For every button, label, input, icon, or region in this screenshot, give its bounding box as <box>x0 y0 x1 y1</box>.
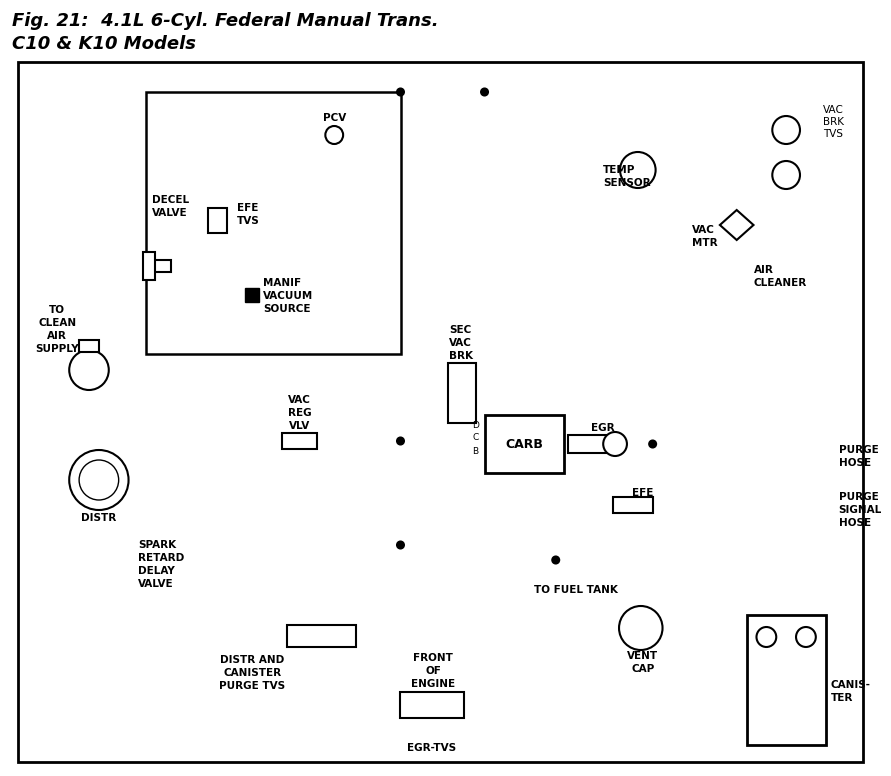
Text: VACUUM: VACUUM <box>263 291 314 301</box>
Bar <box>208 208 227 233</box>
Text: SEC: SEC <box>450 325 472 335</box>
Text: HOSE: HOSE <box>838 458 871 468</box>
Text: PCV: PCV <box>323 113 346 123</box>
Circle shape <box>620 152 656 188</box>
Circle shape <box>552 556 560 563</box>
Text: AIR: AIR <box>754 265 773 275</box>
Bar <box>146 92 402 354</box>
Text: SUPPLY: SUPPLY <box>36 344 79 354</box>
Bar <box>245 288 259 302</box>
Text: CANIS-: CANIS- <box>830 680 871 690</box>
Text: EFE: EFE <box>632 488 653 498</box>
Circle shape <box>69 450 128 510</box>
Text: DECEL: DECEL <box>151 195 189 205</box>
Text: CARB: CARB <box>505 438 543 451</box>
Text: C: C <box>472 434 478 442</box>
Text: TVS: TVS <box>237 216 260 226</box>
Text: FRONT: FRONT <box>413 653 453 663</box>
Text: DELAY: DELAY <box>138 566 176 576</box>
Text: RETARD: RETARD <box>138 553 184 563</box>
Text: BRK: BRK <box>822 117 844 127</box>
Text: BRK: BRK <box>449 351 473 361</box>
Text: VAC: VAC <box>692 225 715 235</box>
Circle shape <box>397 438 404 445</box>
Circle shape <box>756 627 776 647</box>
Bar <box>568 435 609 453</box>
Text: CANISTER: CANISTER <box>223 668 282 678</box>
Text: CLEANER: CLEANER <box>754 278 806 288</box>
Text: TVS: TVS <box>822 129 843 139</box>
Bar <box>153 260 171 272</box>
Text: OF: OF <box>425 666 441 676</box>
Text: Fig. 21:  4.1L 6-Cyl. Federal Manual Trans.: Fig. 21: 4.1L 6-Cyl. Federal Manual Tran… <box>12 12 438 30</box>
Bar <box>400 692 464 718</box>
Text: PURGE: PURGE <box>838 492 879 502</box>
Text: REG: REG <box>288 408 312 418</box>
Bar <box>79 340 99 352</box>
Text: HOSE: HOSE <box>838 518 871 528</box>
Text: EGR-TVS: EGR-TVS <box>407 743 456 753</box>
Bar <box>485 415 564 473</box>
Circle shape <box>796 627 816 647</box>
Text: VALVE: VALVE <box>152 208 188 218</box>
Text: TO: TO <box>49 305 65 315</box>
FancyBboxPatch shape <box>549 68 839 352</box>
Text: SPARK: SPARK <box>138 540 176 550</box>
Text: MANIF: MANIF <box>263 278 301 288</box>
Bar <box>613 497 652 513</box>
Text: TO FUEL TANK: TO FUEL TANK <box>534 585 617 595</box>
Text: SOURCE: SOURCE <box>263 304 311 314</box>
Circle shape <box>603 432 627 456</box>
Text: VENT: VENT <box>627 651 658 661</box>
Circle shape <box>325 126 343 144</box>
Bar <box>143 252 155 280</box>
Text: VAC: VAC <box>822 105 844 115</box>
Text: TER: TER <box>830 693 853 703</box>
Bar <box>282 433 317 449</box>
Text: PURGE TVS: PURGE TVS <box>219 681 285 691</box>
Circle shape <box>772 116 800 144</box>
Circle shape <box>69 350 109 390</box>
Text: PURGE: PURGE <box>838 445 879 455</box>
Circle shape <box>650 441 656 448</box>
Text: TEMP: TEMP <box>603 165 635 175</box>
Text: DISTR: DISTR <box>81 513 117 523</box>
Text: D: D <box>471 421 478 429</box>
Text: ENGINE: ENGINE <box>411 679 455 689</box>
Polygon shape <box>720 210 754 240</box>
Circle shape <box>79 460 119 500</box>
Text: C10 & K10 Models: C10 & K10 Models <box>12 35 196 53</box>
Circle shape <box>397 542 404 549</box>
Bar <box>287 625 356 647</box>
Text: SENSOR: SENSOR <box>603 178 650 188</box>
Text: VALVE: VALVE <box>138 579 174 589</box>
Text: VAC: VAC <box>449 338 472 348</box>
Bar <box>448 363 476 423</box>
Text: VLV: VLV <box>289 421 310 431</box>
Circle shape <box>619 606 663 650</box>
Text: EFE: EFE <box>237 203 258 213</box>
Text: EGR: EGR <box>592 423 615 433</box>
Text: AIR: AIR <box>47 331 68 341</box>
Text: MTR: MTR <box>692 238 718 248</box>
Text: CAP: CAP <box>631 664 654 674</box>
Text: B: B <box>472 446 478 456</box>
Text: SIGNAL: SIGNAL <box>838 505 882 515</box>
Circle shape <box>481 88 488 95</box>
Circle shape <box>772 161 800 189</box>
Text: DISTR AND: DISTR AND <box>220 655 284 665</box>
Bar <box>747 615 826 745</box>
Text: CLEAN: CLEAN <box>38 318 77 328</box>
Circle shape <box>397 88 404 95</box>
Text: VAC: VAC <box>288 395 311 405</box>
